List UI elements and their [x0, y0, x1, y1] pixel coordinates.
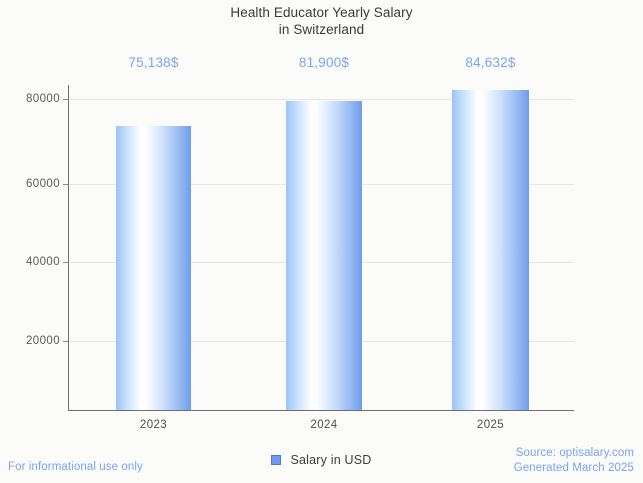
y-axis-tick-60000 — [63, 184, 68, 185]
y-axis-tick-label-20000: 20000 — [26, 335, 60, 347]
bar-2023[interactable] — [116, 126, 191, 410]
y-axis-tick-80000 — [63, 99, 68, 100]
x-axis-tick-label-2025: 2025 — [476, 419, 505, 431]
source-block: Source: optisalary.com Generated March 2… — [514, 446, 634, 476]
y-axis-tick-label-80000: 80000 — [26, 93, 60, 105]
y-axis-line — [68, 85, 69, 411]
legend-label: Salary in USD — [290, 453, 372, 467]
x-axis-tick-label-2024: 2024 — [310, 419, 338, 431]
bar-2025[interactable] — [452, 90, 529, 410]
bar-2024[interactable] — [286, 101, 362, 410]
chart-title: Health Educator Yearly Salary in Switzer… — [0, 4, 643, 38]
bar-value-label-2025: 84,632$ — [465, 55, 516, 70]
bar-value-label-2023: 75,138$ — [128, 55, 179, 70]
generated-text: Generated March 2025 — [513, 462, 634, 474]
y-axis-tick-label-40000: 40000 — [26, 256, 60, 268]
source-text: Source: optisalary.com — [515, 447, 634, 459]
x-axis-line — [68, 410, 574, 411]
chart-title-line-2: in Switzerland — [278, 22, 365, 37]
disclaimer-text: For informational use only — [8, 461, 143, 473]
chart-legend: Salary in USD — [0, 453, 643, 467]
y-axis-tick-label-60000: 60000 — [26, 178, 60, 190]
y-axis-tick-40000 — [63, 262, 68, 263]
legend-item-salary-in-usd[interactable]: Salary in USD — [271, 453, 371, 467]
legend-swatch-icon — [271, 455, 282, 465]
y-axis-tick-20000 — [63, 341, 68, 342]
bar-value-label-2024: 81,900$ — [298, 55, 350, 70]
plot-area — [63, 85, 574, 410]
x-axis-tick-label-2023: 2023 — [139, 419, 168, 431]
gridline-80000 — [68, 99, 574, 100]
chart-title-line-1: Health Educator Yearly Salary — [230, 5, 413, 20]
